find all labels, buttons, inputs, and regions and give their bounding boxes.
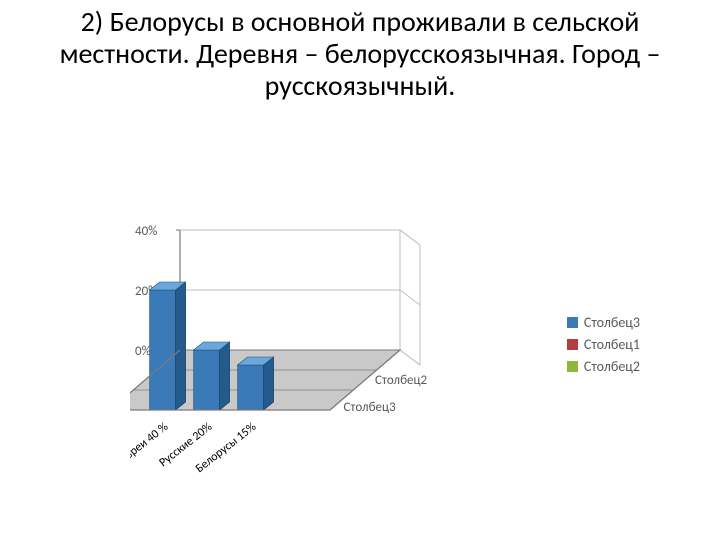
svg-text:Столбец3: Столбец3	[344, 400, 397, 415]
svg-text:Столбец2: Столбец2	[375, 373, 428, 388]
legend-item: Столбец2	[567, 356, 640, 376]
bar3d-plot: 0%20%40%Столбец2Столбец3Евреи 40 %Русски…	[130, 220, 530, 480]
legend-label: Столбец1	[584, 336, 640, 353]
svg-text:40%: 40%	[135, 224, 157, 239]
legend-label: Столбец2	[584, 358, 640, 375]
legend-item: Столбец1	[567, 334, 640, 354]
chart-area: 0%20%40%Столбец2Столбец3Евреи 40 %Русски…	[80, 220, 640, 500]
svg-text:0%: 0%	[135, 344, 151, 359]
legend-swatch-icon	[567, 361, 578, 372]
legend-swatch-icon	[567, 317, 578, 328]
legend-swatch-icon	[567, 339, 578, 350]
legend-label: Столбец3	[584, 314, 640, 331]
legend-item: Столбец3	[567, 312, 640, 332]
chart-legend: Столбец3 Столбец1 Столбец2	[567, 310, 640, 378]
slide-title: 2) Белорусы в основной проживали в сельс…	[40, 6, 680, 103]
